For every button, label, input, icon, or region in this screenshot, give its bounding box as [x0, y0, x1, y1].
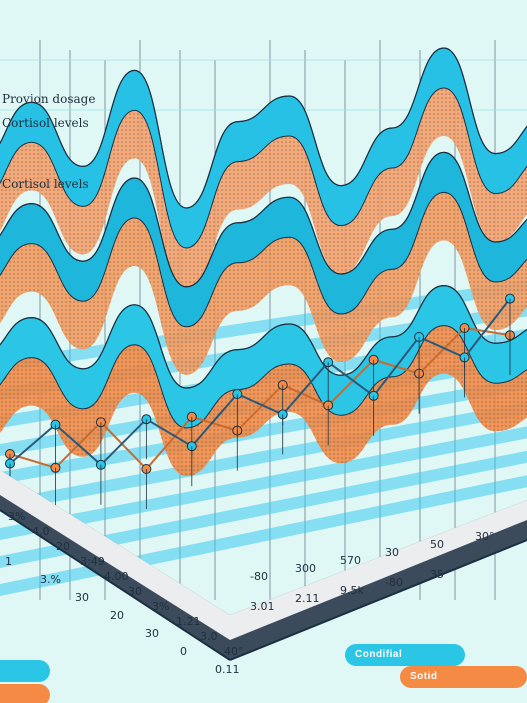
- area-series-line: [0, 47, 527, 209]
- pill-condifial: Condifial: [345, 644, 465, 666]
- tick-label-front: 30: [128, 585, 142, 598]
- line-series: [5, 293, 515, 509]
- floor-edge-line: [229, 539, 527, 661]
- area-series-line: [0, 284, 527, 389]
- tick-label-floor: 30: [385, 546, 399, 559]
- tick-label-front: 1.21: [176, 615, 201, 628]
- tick-label-floor: 2.11: [295, 592, 320, 605]
- pill-sotid: Sotid: [400, 666, 527, 688]
- tick-label-front: 4.0: [32, 525, 50, 538]
- tick-label-floor: 50: [430, 538, 444, 551]
- tick-label-edge: 0: [180, 645, 187, 658]
- tick-label-floor: 30°: [475, 530, 495, 543]
- floor-edge-line: [0, 509, 231, 661]
- floor-left-face: [0, 470, 230, 640]
- line-series-path: [9, 326, 511, 471]
- area-band-texture: [0, 303, 527, 476]
- tick-label-edge: 3.%: [40, 573, 61, 586]
- tick-label-floor: -80: [250, 570, 268, 583]
- tick-labels: 3%4.0203:494.00303%1.213.040°-8030057030…: [5, 510, 495, 676]
- tick-label-edge: 30: [75, 591, 89, 604]
- tick-label-front: 3%: [8, 510, 25, 523]
- tick-label-floor: 9.5k: [340, 584, 364, 597]
- tick-label-edge: 20: [110, 609, 124, 622]
- line-series-path: [9, 297, 511, 467]
- tick-label-front: 20: [56, 540, 70, 553]
- chart-floor: [0, 470, 527, 661]
- tick-label-floor: 300: [295, 562, 316, 575]
- floor-stripe: [0, 450, 527, 568]
- tick-label-front: 3:49: [80, 555, 105, 568]
- tick-label-edge: 0.11: [215, 663, 240, 676]
- pill-sotid-label: Sotid: [410, 671, 438, 682]
- tick-label-front: 40°: [224, 645, 244, 658]
- area-series: [0, 47, 527, 476]
- area-band-texture: [0, 66, 527, 296]
- tick-label-edge: 30: [145, 627, 159, 640]
- pill-condifial-label: Condifial: [355, 649, 403, 660]
- tick-label-floor: 35: [430, 568, 444, 581]
- tick-label-front: 3.0: [200, 630, 218, 643]
- tick-label-floor: 3.01: [250, 600, 275, 613]
- area-series-line: [0, 151, 527, 288]
- pill-left-orange: [0, 684, 50, 703]
- tick-label-edge: 1: [5, 555, 12, 568]
- legend-label-cortisol-1: Cortisol levels: [2, 116, 89, 130]
- legend-label-cortisol-2: Cortisol levels: [2, 177, 89, 191]
- floor-right-face: [230, 500, 527, 640]
- floor-stripe: [0, 402, 527, 512]
- tick-label-floor: 570: [340, 554, 361, 567]
- area-band-texture: [0, 170, 527, 375]
- pill-left-blue: [0, 660, 50, 682]
- tick-label-floor: -80: [385, 576, 403, 589]
- legend-label-provion: Provion dosage: [2, 92, 96, 106]
- tick-label-front: 3%: [152, 600, 169, 613]
- floor-stripe: [0, 426, 527, 540]
- tick-label-front: 4.00: [104, 570, 129, 583]
